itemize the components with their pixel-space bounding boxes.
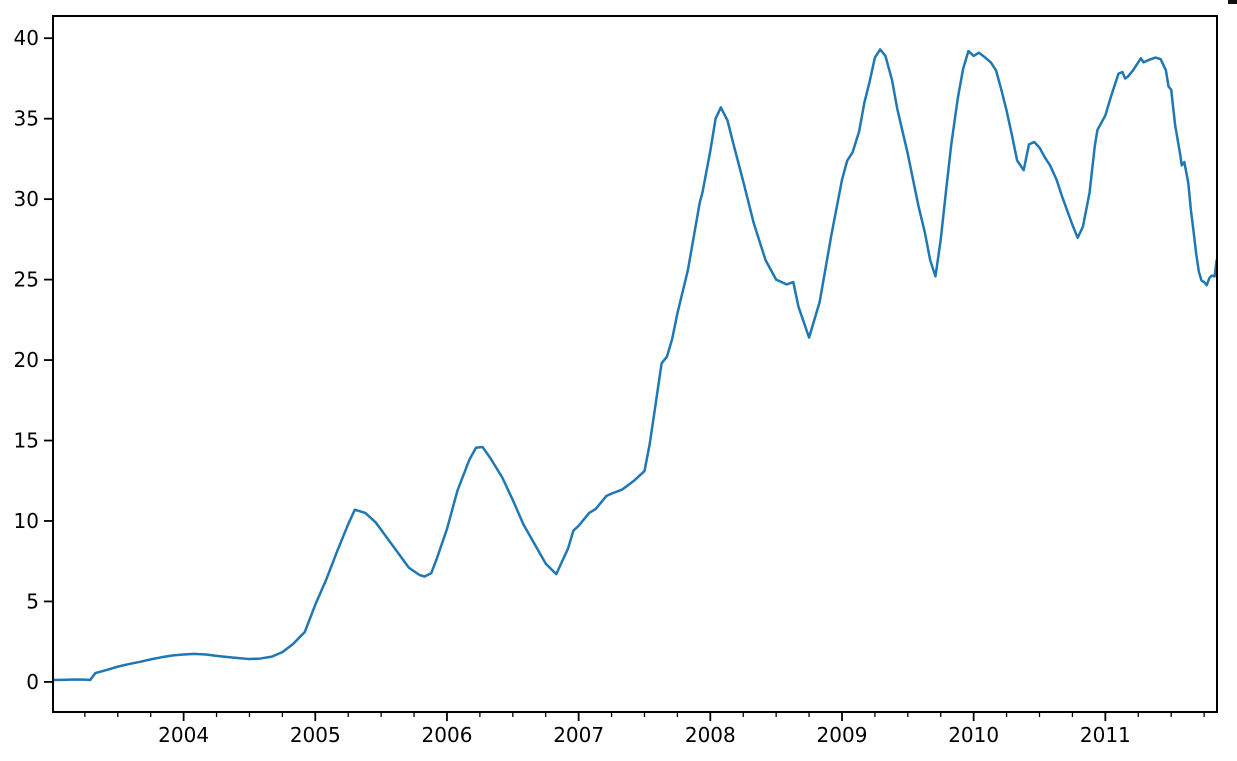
x-axis-tick-label: 2010 xyxy=(948,723,999,747)
x-axis-tick-label: 2006 xyxy=(422,723,473,747)
y-axis-tick-label: 30 xyxy=(14,187,39,211)
y-axis-tick-label: 15 xyxy=(14,429,39,453)
x-axis-tick-label: 2008 xyxy=(685,723,736,747)
screen-corner-artifact xyxy=(1228,0,1237,4)
y-axis-tick-label: 35 xyxy=(14,107,39,131)
x-axis-tick-label: 2009 xyxy=(817,723,868,747)
x-axis-tick-label: 2005 xyxy=(290,723,341,747)
x-axis-tick-label: 2007 xyxy=(553,723,604,747)
y-axis-tick-label: 0 xyxy=(26,670,39,694)
plot-border xyxy=(52,15,1218,713)
y-axis-tick-label: 5 xyxy=(26,589,39,613)
series-line xyxy=(52,48,1218,682)
x-axis-tick-label: 2011 xyxy=(1080,723,1131,747)
x-axis-tick-label: 2004 xyxy=(158,723,209,747)
y-axis-tick-label: 10 xyxy=(14,509,39,533)
y-axis-tick-label: 40 xyxy=(14,26,39,50)
y-axis-tick-label: 25 xyxy=(14,268,39,292)
y-axis-tick-label: 20 xyxy=(14,348,39,372)
